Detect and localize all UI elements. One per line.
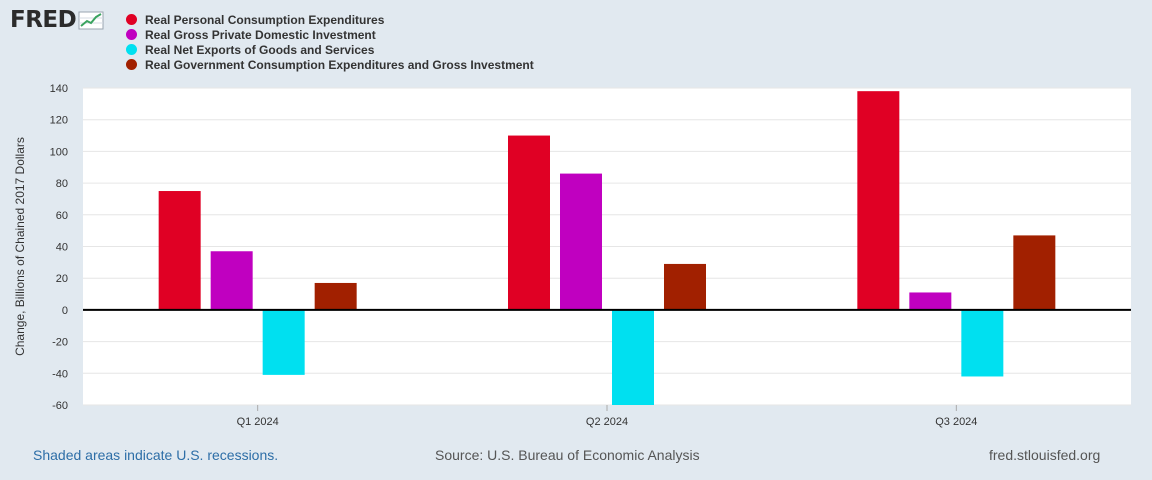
- bar: [664, 263, 706, 310]
- y-tick-label: 0: [62, 305, 68, 317]
- x-tick-label: Q3 2024: [935, 416, 977, 428]
- bar-chart: 140 120 100 80 60 40 20 0 -20 -40 -60 Q1 2024 Q2 202…: [13, 83, 1131, 428]
- y-tick-label: -20: [52, 337, 68, 349]
- y-axis-label: Change, Billions of Chained 2017 Dollars: [13, 137, 27, 356]
- y-tick-label: 60: [56, 210, 68, 222]
- fred-logo[interactable]: FRED: [10, 8, 104, 32]
- legend-dot: [126, 29, 137, 40]
- bar: [508, 135, 550, 310]
- legend-label: Real Personal Consumption Expenditures: [145, 12, 385, 27]
- legend-item-consumption[interactable]: Real Personal Consumption Expenditures: [126, 12, 534, 27]
- bar: [210, 251, 253, 310]
- bar: [857, 91, 900, 310]
- y-tick-label: 140: [50, 83, 68, 95]
- legend: Real Personal Consumption Expenditures R…: [126, 12, 534, 72]
- bar: [1013, 235, 1056, 310]
- legend-item-government[interactable]: Real Government Consumption Expenditures…: [126, 57, 534, 72]
- y-tick-label: 40: [56, 242, 68, 254]
- recession-note: Shaded areas indicate U.S. recessions.: [33, 447, 279, 463]
- bar: [314, 282, 357, 310]
- bar: [909, 292, 952, 310]
- legend-label: Real Government Consumption Expenditures…: [145, 57, 534, 72]
- x-tick-label: Q2 2024: [586, 416, 628, 428]
- bar: [560, 173, 602, 310]
- y-tick-label: 20: [56, 273, 68, 285]
- legend-label: Real Net Exports of Goods and Services: [145, 42, 375, 57]
- y-tick-label: -60: [52, 400, 68, 412]
- site-link[interactable]: fred.stlouisfed.org: [989, 447, 1101, 463]
- legend-label: Real Gross Private Domestic Investment: [145, 27, 376, 42]
- y-tick-label: -40: [52, 368, 68, 380]
- bar: [158, 191, 201, 310]
- x-tick-label: Q1 2024: [237, 416, 279, 428]
- legend-dot: [126, 59, 137, 70]
- legend-item-investment[interactable]: Real Gross Private Domestic Investment: [126, 27, 534, 42]
- y-tick-label: 80: [56, 178, 68, 190]
- source-note: Source: U.S. Bureau of Economic Analysis: [435, 447, 700, 463]
- legend-dot: [126, 44, 137, 55]
- y-tick-label: 100: [50, 146, 68, 158]
- bar: [262, 309, 305, 375]
- y-tick-label: 120: [50, 115, 68, 127]
- bar: [612, 309, 654, 405]
- bar: [961, 309, 1004, 377]
- legend-dot: [126, 14, 137, 25]
- line-chart-icon: [78, 11, 104, 30]
- fred-logo-text: FRED: [10, 7, 77, 33]
- legend-item-net-exports[interactable]: Real Net Exports of Goods and Services: [126, 42, 534, 57]
